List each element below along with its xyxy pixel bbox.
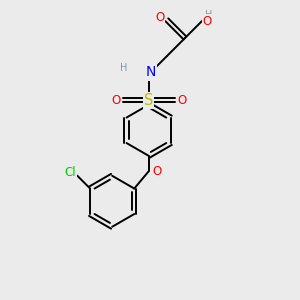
Text: H: H <box>205 10 212 20</box>
Text: O: O <box>155 11 164 24</box>
Text: O: O <box>152 165 161 178</box>
Text: H: H <box>120 63 127 73</box>
Text: N: N <box>146 65 156 80</box>
Text: Cl: Cl <box>64 166 76 179</box>
Text: O: O <box>177 94 186 107</box>
Text: O: O <box>111 94 120 107</box>
Text: S: S <box>144 93 153 108</box>
Text: O: O <box>202 15 212 28</box>
